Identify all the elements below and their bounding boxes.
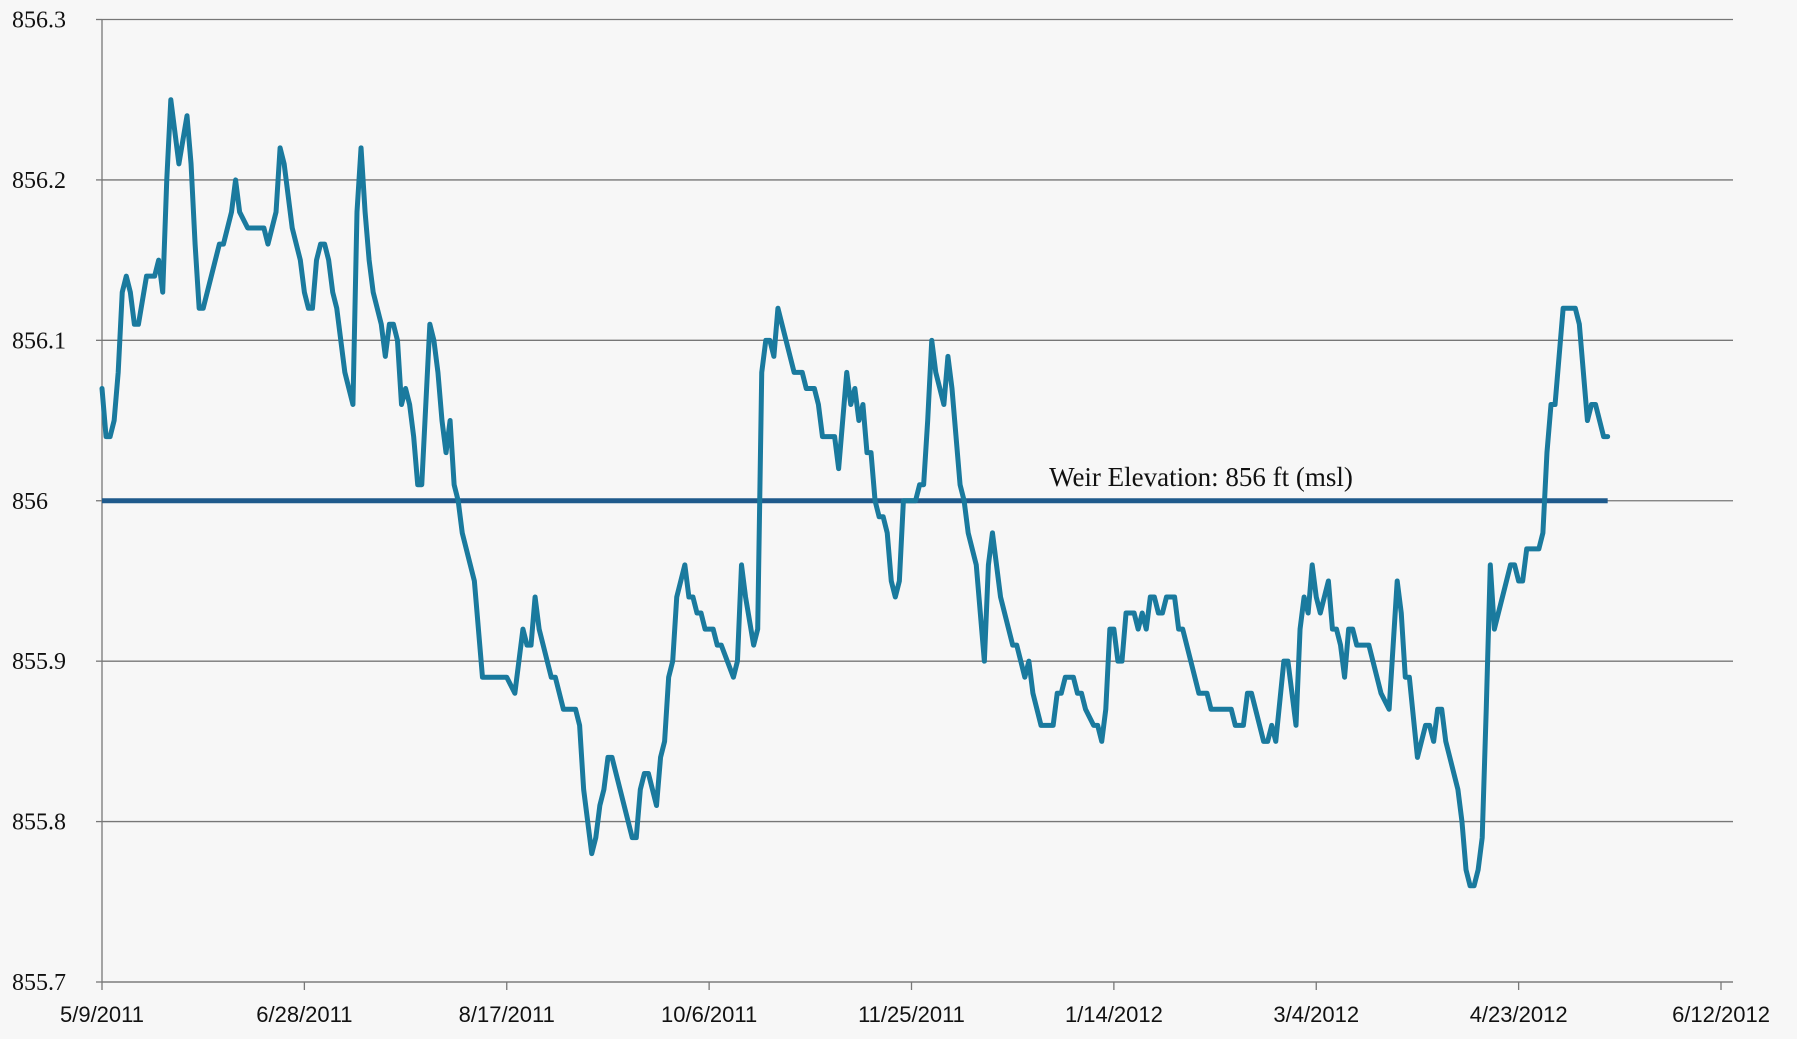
x-tick-label: 11/25/2011 (858, 1002, 965, 1027)
y-tick-label: 856.1 (12, 328, 66, 354)
data-line (99, 97, 1611, 889)
x-tick-label: 5/9/2011 (60, 1002, 144, 1027)
x-tick-label: 4/23/2012 (1470, 1002, 1568, 1027)
y-tick-label: 855.9 (12, 649, 66, 675)
x-tick-label: 1/14/2012 (1065, 1002, 1163, 1027)
y-tick-label: 856.2 (12, 168, 66, 194)
x-tick-label: 3/4/2012 (1273, 1002, 1359, 1027)
x-tick-label: 8/17/2011 (459, 1002, 555, 1027)
y-tick-label: 856.3 (12, 8, 66, 34)
x-tick-label: 10/6/2011 (661, 1002, 757, 1027)
y-tick-label: 855.7 (12, 970, 66, 996)
y-tick-label: 855.8 (12, 810, 66, 836)
y-tick-label: 856 (12, 489, 48, 515)
x-tick-label: 6/28/2011 (256, 1002, 352, 1027)
x-tick-label: 6/12/2012 (1672, 1002, 1770, 1027)
annotation: Weir Elevation: 856 ft (msl) (1049, 462, 1353, 492)
